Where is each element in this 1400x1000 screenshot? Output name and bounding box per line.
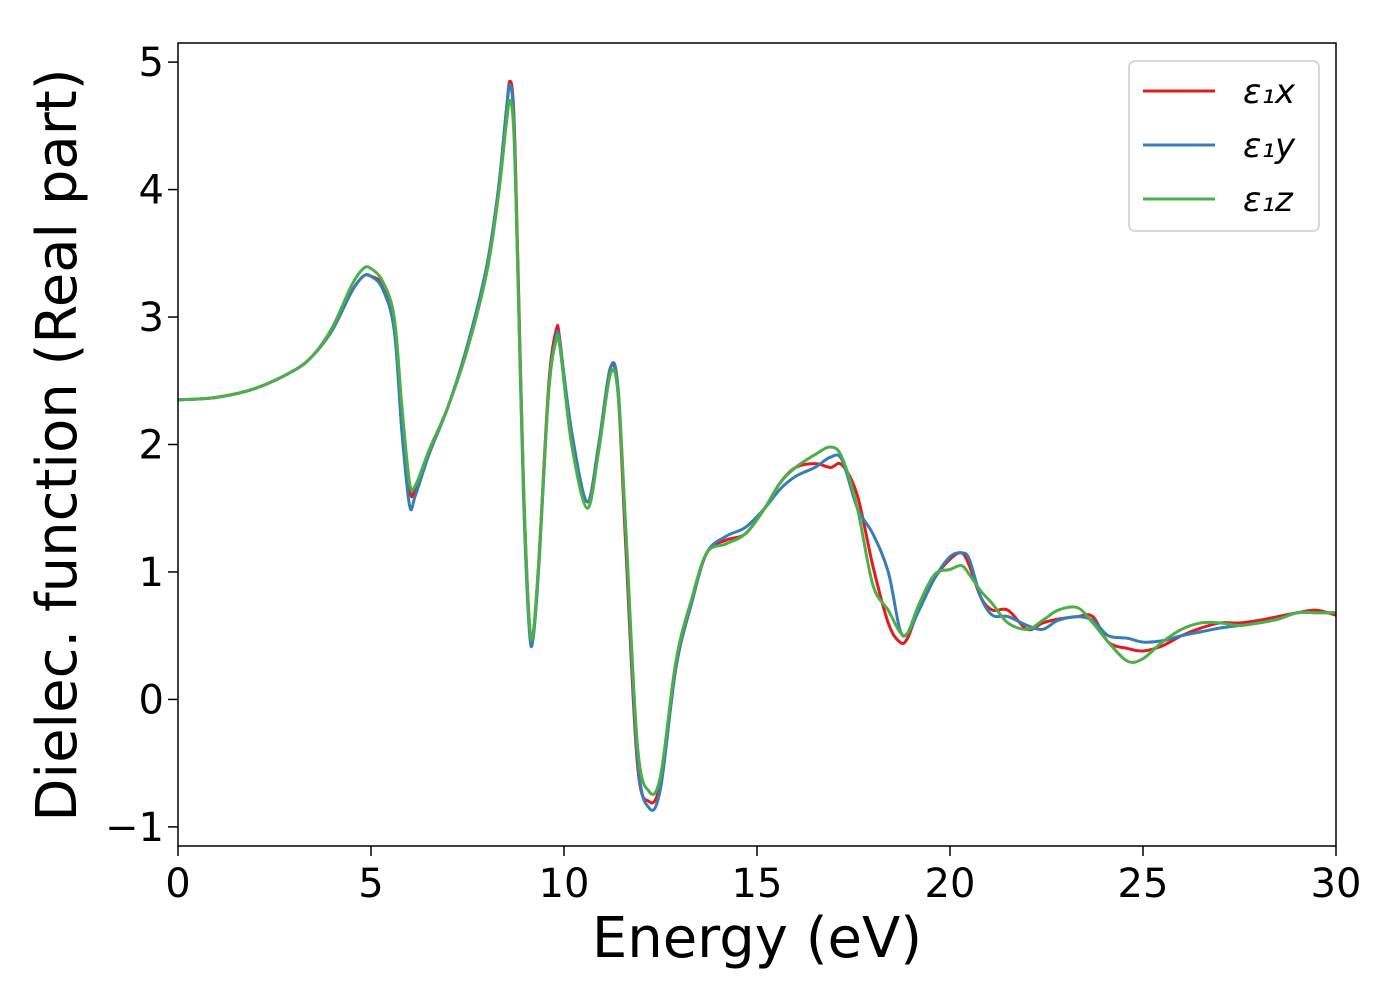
legend-label-1: ε₁x: [1243, 72, 1296, 112]
x-axis-ticks: 0 5 10 15 20 25 30: [165, 846, 1361, 907]
x-tick-label: 25: [1118, 861, 1169, 907]
legend-label-3: ε₁z: [1243, 180, 1294, 220]
legend: ε₁x ε₁y ε₁z: [1128, 60, 1320, 232]
series-line-3: [178, 98, 1336, 796]
x-tick-label: 10: [539, 861, 590, 907]
x-tick-label: 5: [358, 861, 383, 907]
y-tick-label: 4: [139, 168, 164, 214]
y-tick-label: 5: [139, 40, 164, 86]
x-axis-label: Energy (eV): [592, 906, 922, 971]
y-tick-label: 3: [139, 295, 164, 341]
series-line-2: [178, 83, 1336, 812]
y-axis-label: Dielec. function (Real part): [25, 68, 90, 821]
x-tick-label: 30: [1311, 861, 1362, 907]
legend-label-2: ε₁y: [1243, 126, 1296, 166]
series-layer: [178, 79, 1336, 812]
y-tick-label: 1: [139, 550, 164, 596]
x-tick-label: 20: [925, 861, 976, 907]
y-tick-label: 2: [139, 423, 164, 469]
y-axis-ticks: −1 0 1 2 3 4 5: [105, 40, 178, 851]
x-tick-label: 0: [165, 861, 190, 907]
x-tick-label: 15: [732, 861, 783, 907]
y-tick-label: 0: [139, 677, 164, 723]
y-tick-label: −1: [105, 805, 164, 851]
legend-box: [1128, 60, 1320, 232]
